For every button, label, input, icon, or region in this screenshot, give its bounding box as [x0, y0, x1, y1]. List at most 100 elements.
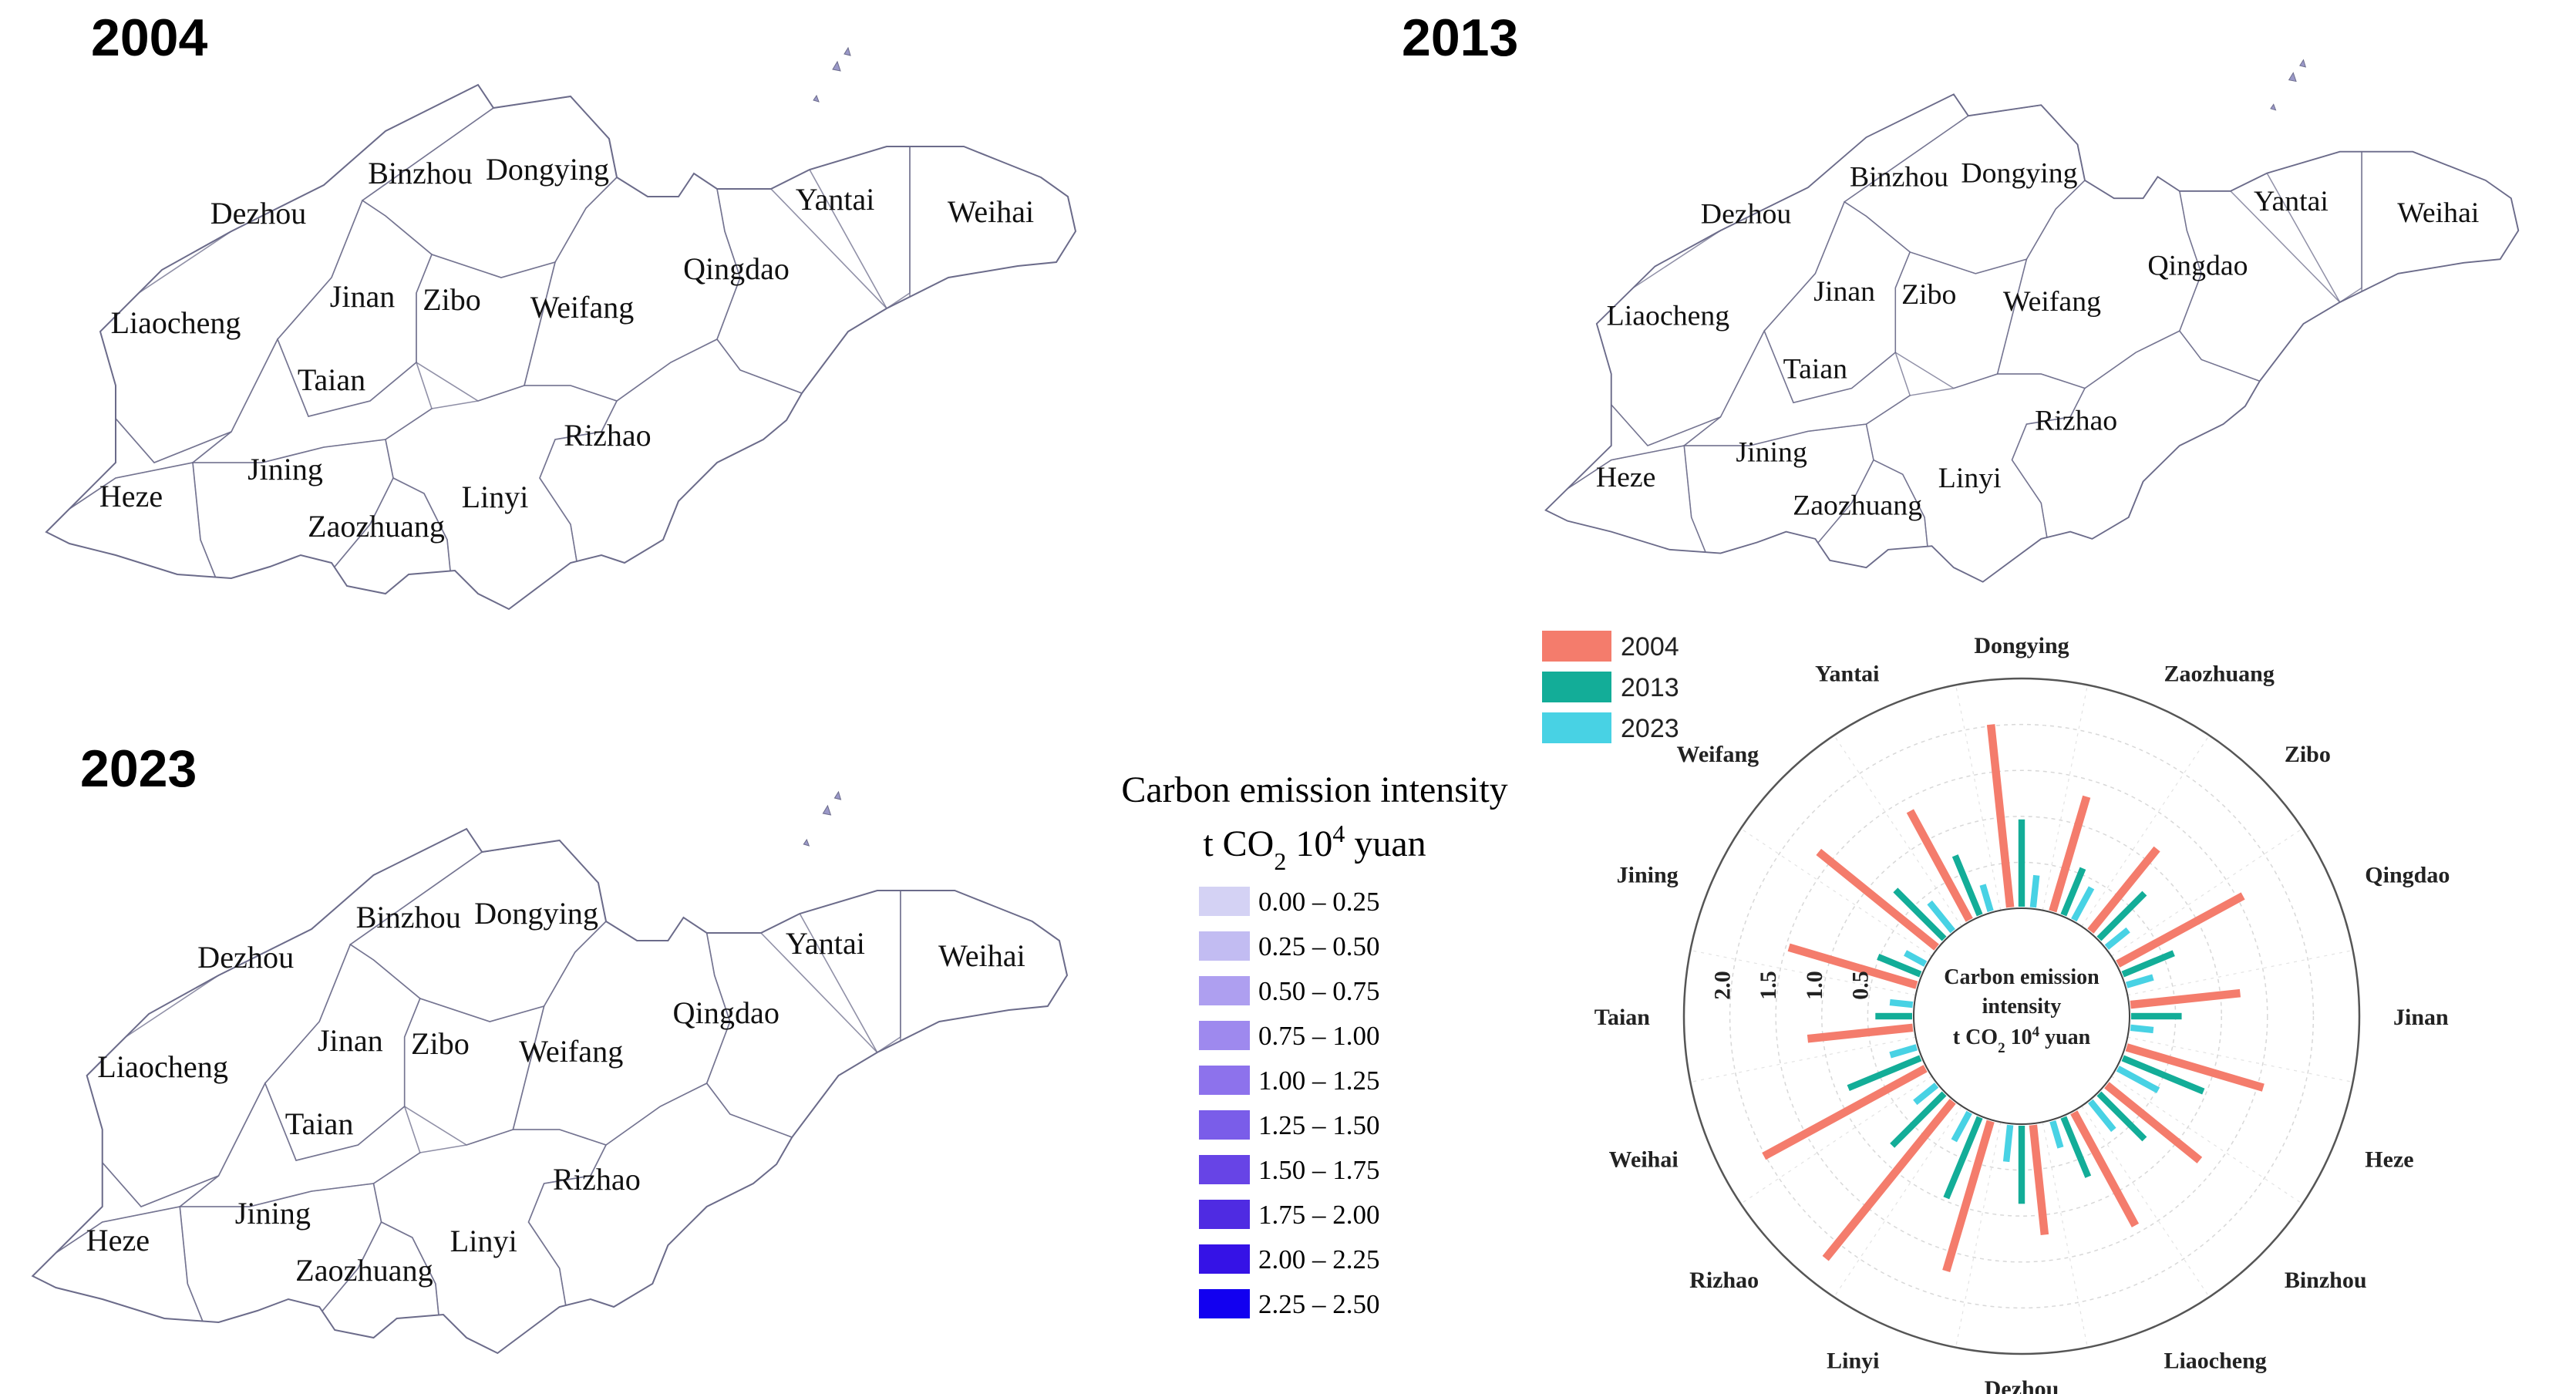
radial-spoke-10: [1740, 1076, 1932, 1204]
category-label-zibo: Zibo: [2285, 742, 2331, 767]
bar-2023-yantai: [1979, 884, 1994, 913]
islands-2013: [2270, 59, 2307, 111]
bar-2023-qingdao: [2125, 974, 2154, 988]
city-label-rizhao: Rizhao: [2035, 406, 2117, 437]
region-dongying-2013: [1953, 94, 2086, 181]
region-yantai-2004: [770, 85, 911, 310]
radial-spoke-13: [1740, 828, 1932, 957]
bar-2013-dongying: [2018, 819, 2025, 907]
bar-2023-zaozhuang: [2071, 886, 2095, 922]
region-yantai-2023: [760, 829, 901, 1054]
bar-2023-taian: [1889, 998, 1914, 1008]
bar-2004-weihai: [1762, 1065, 1928, 1160]
category-label-qingdao: Qingdao: [2365, 863, 2450, 888]
legend-swatch-7: [1199, 1200, 1250, 1229]
bar-2013-liaocheng: [2060, 1116, 2092, 1178]
bar-2023-weifang: [1927, 900, 1955, 934]
radial-tick-2: 1.5: [1756, 971, 1781, 1000]
city-label-dongying: Dongying: [486, 152, 609, 187]
region-rizhao-2023: [527, 1082, 793, 1353]
legend-swatch-6: [1199, 1155, 1250, 1184]
legend-label-2: 0.50 – 0.75: [1258, 976, 1380, 1006]
series-legend-swatch-2004: [1542, 631, 1611, 662]
legend-label-5: 1.25 – 1.50: [1258, 1110, 1380, 1140]
city-label-dongying: Dongying: [474, 896, 598, 931]
radial-spoke-5: [2111, 1076, 2303, 1204]
year-title-2004: 2004: [91, 8, 207, 67]
bar-2004-taian: [1807, 1023, 1914, 1043]
bar-2004-jinan: [2130, 988, 2241, 1009]
city-label-zaozhuang: Zaozhuang: [295, 1253, 433, 1288]
legend-label-1: 0.25 – 0.50: [1258, 931, 1380, 961]
city-label-linyi: Linyi: [1938, 463, 2002, 494]
city-label-jining: Jining: [247, 452, 323, 487]
bar-2004-qingdao: [2116, 892, 2245, 968]
city-label-binzhou: Binzhou: [1850, 162, 1948, 194]
region-weihai-2013: [2361, 94, 2519, 375]
category-label-heze: Heze: [2365, 1147, 2413, 1172]
radial-grid-ring-2: [1775, 769, 2268, 1263]
city-label-liaocheng: Liaocheng: [97, 1049, 228, 1084]
category-label-jining: Jining: [1617, 863, 1679, 888]
legend-swatch-3: [1199, 1021, 1250, 1050]
city-label-heze: Heze: [86, 1223, 150, 1258]
series-legend-swatch-2013: [1542, 672, 1611, 702]
bar-2013-linyi: [1943, 1116, 1983, 1200]
city-label-linyi: Linyi: [450, 1224, 517, 1258]
radial-bar-chart: Carbon emission intensity t CO2 104 yuan 0.…: [1542, 631, 2450, 1394]
bar-2013-zaozhuang: [2060, 867, 2086, 917]
region-zibo-2004: [416, 254, 557, 402]
legend-label-8: 2.00 – 2.25: [1258, 1244, 1380, 1274]
radial-spoke-9: [1834, 1106, 1962, 1298]
city-label-zaozhuang: Zaozhuang: [1793, 490, 1922, 522]
radial-tick-1: 1.0: [1802, 971, 1827, 1000]
city-label-dezhou: Dezhou: [197, 940, 294, 975]
legend-swatch-0: [1199, 887, 1250, 916]
legend-label-7: 1.75 – 2.00: [1258, 1200, 1380, 1230]
series-legend-label-2004: 2004: [1621, 632, 1679, 662]
region-weifang-2023: [512, 916, 731, 1146]
bar-2013-heze: [2121, 1055, 2205, 1095]
bar-2004-heze: [2125, 1043, 2265, 1092]
bar-2013-weihai: [1847, 1055, 1922, 1091]
radial-spoke-14: [1834, 735, 1962, 927]
bar-2004-dezhou: [2029, 1124, 2049, 1236]
legend-label-9: 2.25 – 2.50: [1258, 1289, 1380, 1319]
region-dezhou-2013: [1588, 94, 1969, 446]
city-label-jining: Jining: [235, 1196, 311, 1231]
legend-label-6: 1.50 – 1.75: [1258, 1155, 1380, 1185]
city-label-zaozhuang: Zaozhuang: [308, 509, 445, 544]
legend-swatch-9: [1199, 1289, 1250, 1318]
category-label-weifang: Weifang: [1677, 742, 1759, 767]
legend-label-4: 1.00 – 1.25: [1258, 1066, 1380, 1096]
city-label-rizhao: Rizhao: [553, 1162, 641, 1197]
city-label-qingdao: Qingdao: [673, 995, 780, 1030]
bar-2004-liaocheng: [2070, 1110, 2140, 1227]
city-label-zibo: Zibo: [423, 282, 481, 317]
city-label-yantai: Yantai: [786, 926, 865, 961]
region-taian-2023: [177, 1082, 421, 1207]
city-label-weihai: Weihai: [938, 938, 1025, 973]
city-label-jinan: Jinan: [330, 279, 395, 314]
bar-2004-zaozhuang: [2049, 795, 2091, 913]
bar-2004-linyi: [1942, 1120, 1995, 1272]
category-label-dongying: Dongying: [1974, 633, 2069, 658]
city-label-taian: Taian: [285, 1106, 354, 1141]
bar-2023-jinan: [2130, 1024, 2154, 1034]
city-label-dezhou: Dezhou: [1701, 199, 1792, 231]
category-label-taian: Taian: [1594, 1005, 1651, 1030]
islands-2004: [813, 46, 851, 103]
category-label-zaozhuang: Zaozhuang: [2164, 662, 2274, 687]
city-label-jining: Jining: [1736, 437, 1807, 469]
region-weifang-2013: [1996, 176, 2203, 389]
city-label-heze: Heze: [1596, 462, 1656, 493]
bar-2013-qingdao: [2121, 950, 2175, 978]
region-zaozhuang-2013: [1720, 459, 1933, 582]
bar-2023-liaocheng: [2049, 1120, 2064, 1149]
city-label-rizhao: Rizhao: [564, 418, 651, 453]
region-zaozhuang-2004: [231, 476, 456, 609]
bar-2023-weihai: [1889, 1044, 1918, 1059]
radial-tick-3: 2.0: [1710, 971, 1736, 1000]
category-label-jinan: Jinan: [2393, 1005, 2449, 1030]
legend-label-0: 0.00 – 0.25: [1258, 887, 1380, 917]
